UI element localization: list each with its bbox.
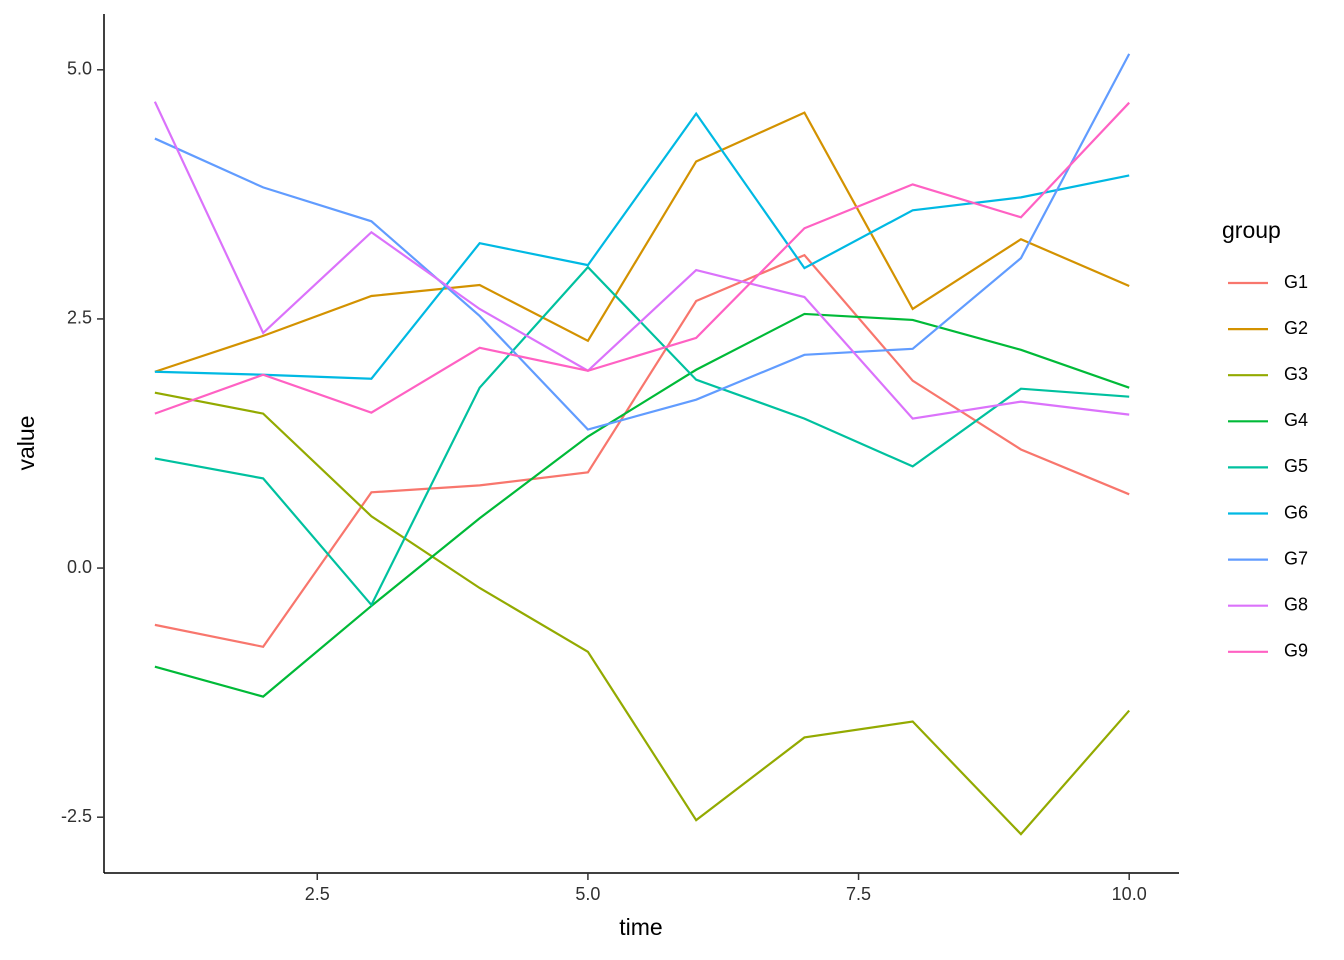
series-line — [154, 53, 1131, 431]
x-axis-title: time — [619, 914, 662, 940]
series-line — [154, 265, 1130, 607]
series-line — [154, 312, 1130, 698]
series-line — [154, 111, 1130, 380]
series-line — [154, 101, 1130, 415]
y-tick-label: 2.5 — [67, 308, 92, 328]
x-tick-label: 7.5 — [846, 884, 871, 904]
y-tick-label: 0.0 — [67, 557, 92, 577]
y-tick-label: 5.0 — [67, 59, 92, 79]
series-line — [153, 101, 1130, 420]
y-axis-title: value — [13, 416, 39, 471]
x-tick-label: 2.5 — [305, 884, 330, 904]
y-tick-label: -2.5 — [61, 806, 92, 826]
legend-title: group — [1222, 217, 1281, 243]
legend-label: G3 — [1284, 364, 1308, 384]
legend-label: G1 — [1284, 272, 1308, 292]
legend-label: G9 — [1284, 641, 1308, 661]
legend-label: G4 — [1284, 410, 1308, 430]
series-line — [154, 391, 1131, 836]
legend-label: G5 — [1284, 456, 1308, 476]
legend-label: G6 — [1284, 502, 1308, 522]
series-line — [154, 111, 1130, 373]
x-tick-label: 5.0 — [575, 884, 600, 904]
legend-label: G7 — [1284, 548, 1308, 568]
legend-label: G2 — [1284, 318, 1308, 338]
x-tick-label: 10.0 — [1112, 884, 1147, 904]
legend-label: G8 — [1284, 594, 1308, 614]
series-line — [154, 253, 1130, 649]
